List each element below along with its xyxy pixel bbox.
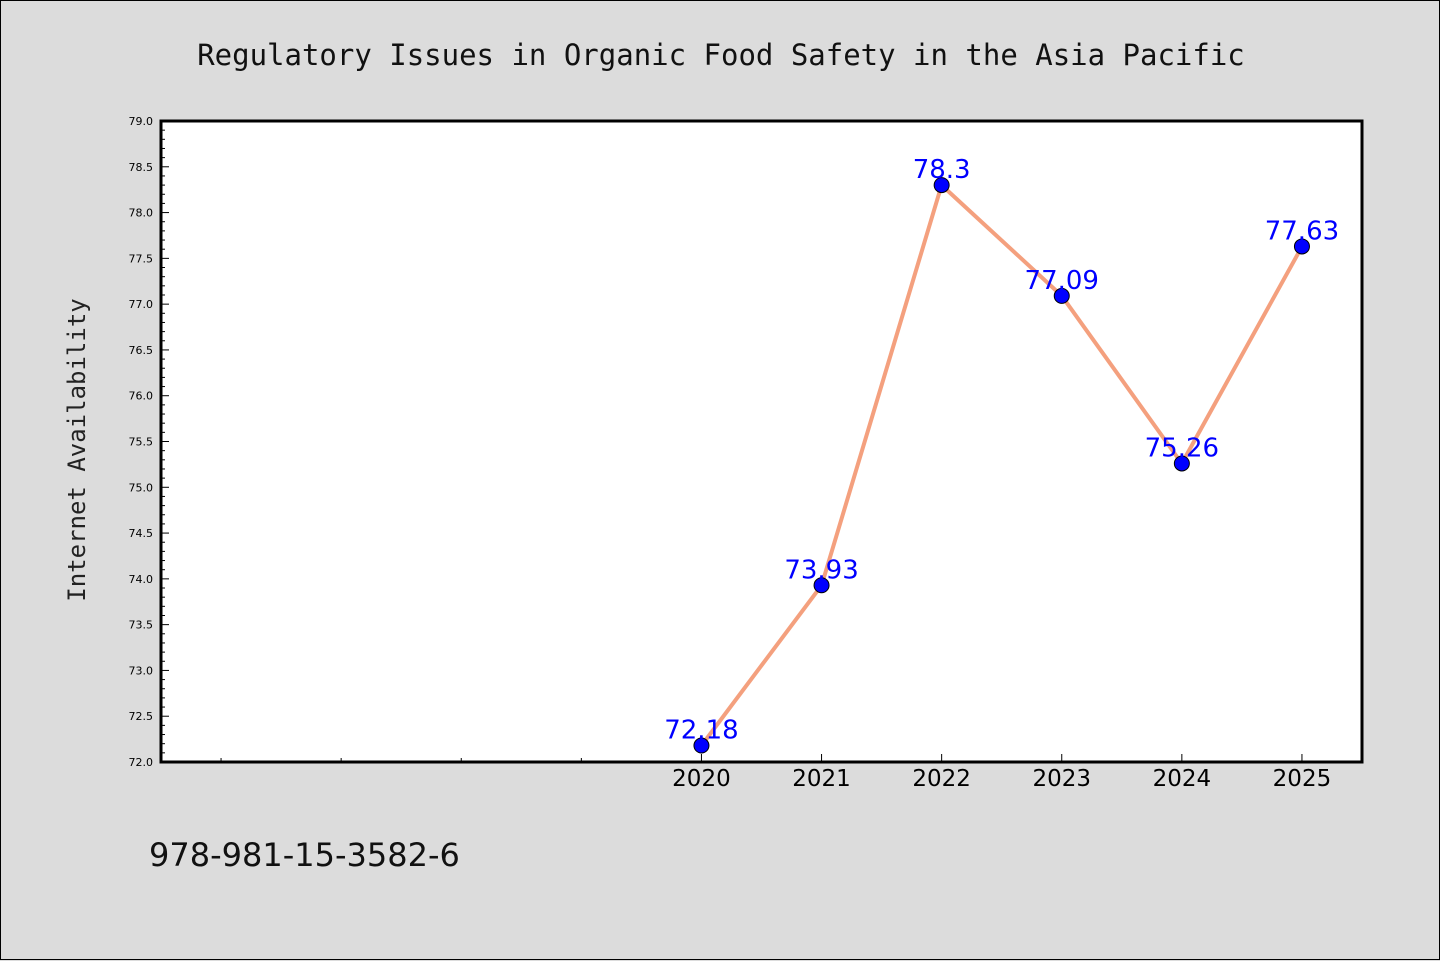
- x-tick-label: 2023: [1032, 766, 1091, 792]
- y-tick-label: 78.5: [129, 161, 154, 174]
- y-tick-label: 77.0: [129, 298, 154, 311]
- y-tick-label: 73.0: [129, 664, 154, 677]
- y-tick-label: 75.0: [129, 481, 154, 494]
- plot-area: [159, 119, 1364, 764]
- data-point-marker: [1173, 455, 1190, 472]
- y-tick-label: 74.0: [129, 573, 154, 586]
- y-tick-label: 73.5: [129, 619, 154, 632]
- data-point-marker: [1053, 287, 1070, 304]
- x-tick-label: 2022: [912, 766, 971, 792]
- x-tick-label: 2021: [792, 766, 851, 792]
- x-tick-label: 2024: [1153, 766, 1212, 792]
- chart-title: Regulatory Issues in Organic Food Safety…: [197, 38, 1245, 72]
- series-line-path: [699, 183, 1304, 747]
- footnote-isbn: 978-981-15-3582-6: [149, 836, 460, 874]
- series-markers: [693, 177, 1310, 754]
- y-tick-label: 79.0: [129, 115, 154, 128]
- y-tick-label: 76.0: [129, 390, 154, 403]
- y-tick-label: 77.5: [129, 252, 154, 265]
- data-labels: 72.18 73.93 78.3 77.09 75.26 77.63: [664, 155, 1339, 745]
- data-label: 77.63: [1265, 216, 1339, 246]
- x-tick-label: 2020: [672, 766, 731, 792]
- y-tick-label: 78.0: [129, 207, 154, 220]
- data-label: 73.93: [784, 555, 858, 585]
- data-label: 78.3: [913, 155, 971, 185]
- data-point-marker: [813, 577, 830, 594]
- data-point-marker: [933, 177, 950, 194]
- x-axis: 2020 2021 2022 2023 2024 2025: [220, 754, 1332, 792]
- y-axis-label: Internet Availability: [63, 298, 91, 601]
- data-label: 75.26: [1145, 433, 1219, 463]
- y-tick-label: 74.5: [129, 527, 154, 540]
- y-tick-label: 75.5: [129, 436, 154, 449]
- data-label: 72.18: [664, 716, 738, 746]
- y-tick-label: 76.5: [129, 344, 154, 357]
- x-tick-label: 2025: [1273, 766, 1332, 792]
- y-tick-label: 72.0: [129, 756, 154, 769]
- y-tick-label: 72.5: [129, 710, 154, 723]
- data-point-marker: [1293, 238, 1310, 255]
- data-point-marker: [693, 737, 710, 754]
- data-label: 77.09: [1025, 266, 1099, 296]
- series-line: [699, 183, 1304, 747]
- y-axis: 72.0 72.5 73.0 73.5 74.0 74.5 75.0 75.5 76.0 76.5…: [129, 115, 169, 769]
